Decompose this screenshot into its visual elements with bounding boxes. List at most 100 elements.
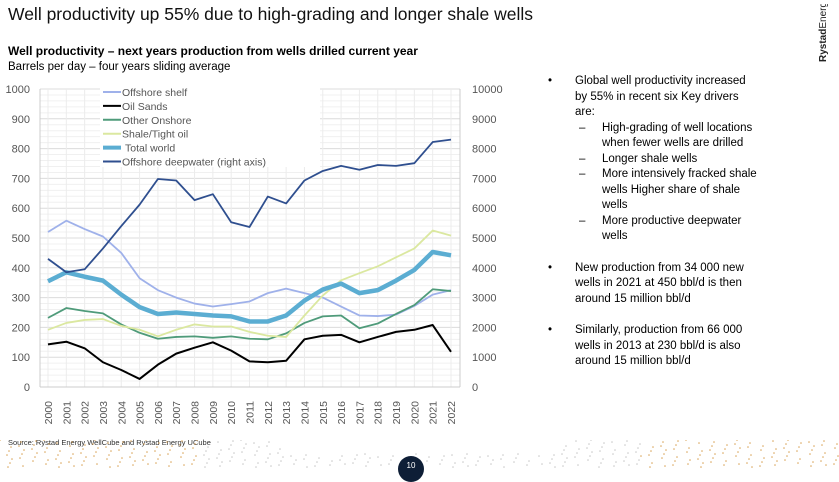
dot — [687, 463, 689, 465]
legend-label: Other Onshore — [122, 115, 192, 127]
dot — [786, 455, 788, 457]
dot — [269, 453, 271, 455]
dot — [661, 457, 663, 459]
legend-label: Total world — [125, 143, 175, 155]
dot — [9, 462, 11, 464]
dot — [834, 447, 836, 449]
dot — [808, 441, 810, 443]
dot — [624, 444, 626, 446]
y-tick-label: 800 — [12, 144, 30, 156]
dot — [775, 448, 777, 450]
dot — [46, 447, 48, 449]
dot — [242, 463, 244, 465]
dot — [341, 455, 343, 457]
legend-label: Oil Sands — [122, 101, 168, 113]
dot — [392, 455, 394, 457]
dot — [31, 448, 33, 450]
dot — [117, 465, 119, 467]
dot — [590, 440, 592, 441]
y2-tick-label: 1000 — [472, 352, 496, 364]
dot — [637, 447, 639, 449]
dot — [218, 453, 220, 455]
dot — [492, 459, 494, 461]
dot — [133, 448, 135, 450]
dot — [800, 442, 802, 444]
dot — [783, 447, 785, 449]
x-tick-label: 2008 — [190, 401, 202, 425]
dot — [364, 453, 366, 455]
dot — [467, 465, 469, 467]
dot — [21, 453, 23, 455]
dot — [367, 461, 369, 463]
dot — [639, 443, 641, 445]
dot — [835, 459, 837, 461]
dot — [479, 456, 481, 458]
dot — [822, 456, 824, 458]
dot — [748, 458, 750, 460]
dot — [648, 454, 650, 456]
dot — [810, 465, 812, 467]
dot — [746, 462, 748, 464]
dot — [81, 464, 83, 466]
dot — [266, 445, 268, 447]
x-tick-label: 2020 — [409, 401, 421, 425]
dot — [180, 456, 182, 458]
dot — [737, 451, 739, 453]
dot — [233, 452, 235, 454]
x-tick-label: 2003 — [98, 401, 110, 425]
bullet-text: Similarly, production from 66 000 wells … — [575, 324, 742, 367]
dot — [749, 442, 751, 444]
dot — [599, 450, 601, 452]
x-tick-label: 2013 — [281, 401, 293, 425]
bullet-item: Similarly, production from 66 000 wells … — [548, 323, 758, 370]
dot — [132, 464, 134, 466]
dot — [390, 459, 392, 461]
dot — [736, 440, 738, 441]
dot — [759, 465, 761, 467]
dot — [352, 462, 354, 464]
dot — [466, 453, 468, 455]
dot — [712, 457, 714, 459]
dot — [709, 449, 711, 451]
legend-label: Shale/Tight oil — [122, 129, 188, 141]
dot — [676, 456, 678, 458]
dot — [762, 445, 764, 447]
rystad-logo: RystadEnergy — [812, 4, 832, 64]
dot — [184, 448, 186, 450]
dot — [93, 455, 95, 457]
dot — [724, 448, 726, 450]
dot — [277, 452, 279, 454]
dot — [689, 459, 691, 461]
dot — [159, 454, 161, 456]
dot — [55, 458, 57, 460]
dot — [154, 450, 156, 452]
dot — [23, 449, 25, 451]
dot — [59, 450, 61, 452]
x-tick-label: 2014 — [299, 401, 311, 425]
dot — [714, 453, 716, 455]
dot — [784, 459, 786, 461]
y2-tick-label: 10000 — [472, 84, 503, 96]
x-tick-label: 2022 — [446, 401, 458, 425]
dot — [267, 457, 269, 459]
dot — [183, 464, 185, 466]
y-tick-label: 300 — [12, 293, 30, 305]
dot — [820, 460, 822, 462]
dot — [549, 462, 551, 464]
dot — [739, 447, 741, 449]
y-tick-label: 900 — [12, 114, 30, 126]
y2-tick-label: 6000 — [472, 203, 496, 215]
dot — [121, 457, 123, 459]
dot — [441, 459, 443, 461]
x-tick-label: 2010 — [226, 401, 238, 425]
dot — [244, 459, 246, 461]
dot — [623, 460, 625, 462]
dot — [788, 451, 790, 453]
dot — [490, 463, 492, 465]
dot — [812, 461, 814, 463]
dot — [587, 459, 589, 461]
dot — [316, 461, 318, 463]
x-tick-label: 2004 — [116, 401, 128, 425]
x-tick-label: 2011 — [245, 401, 257, 424]
dot — [726, 444, 728, 446]
